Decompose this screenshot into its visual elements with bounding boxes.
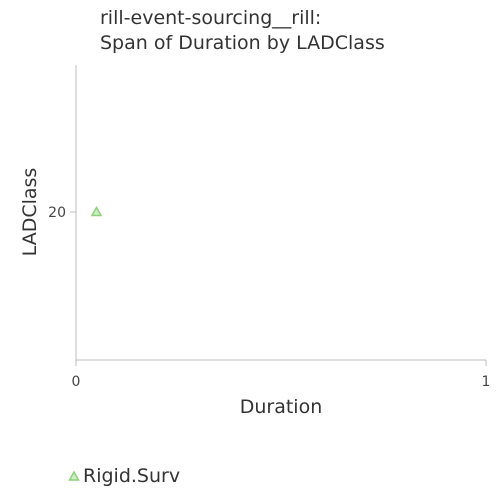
legend: Rigid.Surv xyxy=(68,465,180,487)
chart-title-line-1: rill-event-sourcing__rill: xyxy=(100,7,322,29)
data-point-0-0 xyxy=(90,205,103,217)
chart-title-line-2: Span of Duration by LADClass xyxy=(100,32,385,54)
legend-label: Rigid.Surv xyxy=(83,465,181,487)
legend-triangle-icon xyxy=(68,470,80,481)
data-marks xyxy=(90,205,103,217)
x-tick-label-1: 1 xyxy=(482,374,491,390)
y-tick-label: 20 xyxy=(48,205,66,221)
x-tick-label-0: 0 xyxy=(72,374,81,390)
x-axis-title: Duration xyxy=(240,396,323,418)
y-axis-title: LADClass xyxy=(19,168,41,257)
